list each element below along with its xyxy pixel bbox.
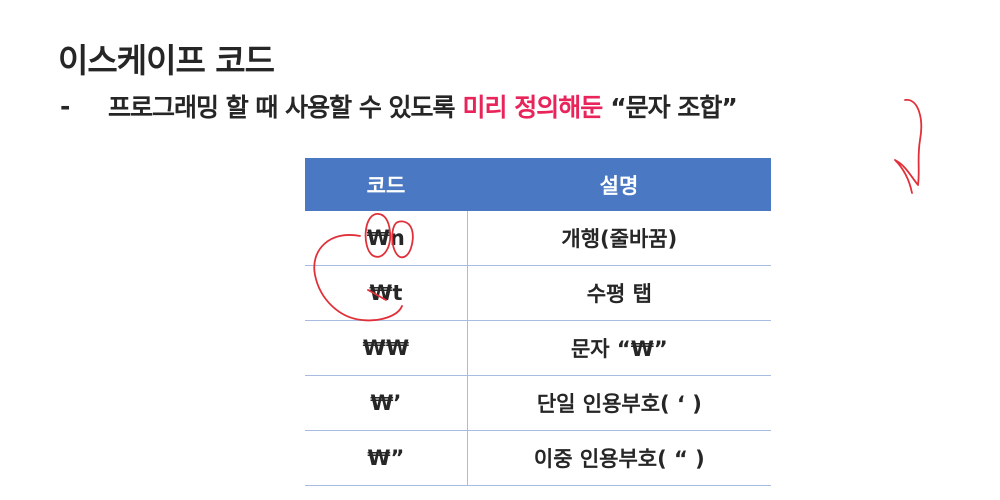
code-cell: ₩” — [305, 431, 468, 485]
slide-title: 이스케이프 코드 — [58, 41, 275, 80]
bullet-text-before: 프로그래밍 할 때 사용할 수 있도록 — [108, 93, 456, 122]
escape-code-table: 코드 설명 ₩n 개행(줄바꿈) ₩t 수평 탭 ₩₩ 문자 “₩” ₩’ 단일… — [305, 158, 771, 486]
header-code: 코드 — [366, 173, 406, 198]
bullet-marker: - — [60, 91, 70, 121]
code-cell: ₩₩ — [305, 321, 468, 375]
header-description: 설명 — [599, 173, 639, 198]
table-row: ₩’ 단일 인용부호( ‘ ) — [305, 376, 771, 431]
description-cell: 문자 “₩” — [570, 337, 668, 361]
description-cell: 수평 탭 — [586, 282, 652, 306]
table-row: ₩n 개행(줄바꿈) — [305, 211, 771, 266]
table-row: ₩t 수평 탭 — [305, 266, 771, 321]
bullet-text-after: “문자 조합” — [610, 93, 738, 122]
code-cell: ₩t — [305, 266, 468, 320]
table-row: ₩” 이중 인용부호( “ ) — [305, 431, 771, 486]
description-cell: 단일 인용부호( ‘ ) — [536, 392, 702, 416]
arrow-annotation — [894, 99, 923, 194]
code-cell: ₩’ — [305, 376, 468, 430]
table-row: ₩₩ 문자 “₩” — [305, 321, 771, 376]
bullet-highlight: 미리 정의해둔 — [462, 93, 604, 122]
bullet-line: - 프로그래밍 할 때 사용할 수 있도록 미리 정의해둔 “문자 조합” — [60, 88, 738, 124]
description-cell: 이중 인용부호( “ ) — [533, 447, 705, 471]
code-cell: ₩n — [305, 211, 468, 265]
table-header: 코드 설명 — [305, 158, 771, 211]
description-cell: 개행(줄바꿈) — [561, 227, 678, 251]
